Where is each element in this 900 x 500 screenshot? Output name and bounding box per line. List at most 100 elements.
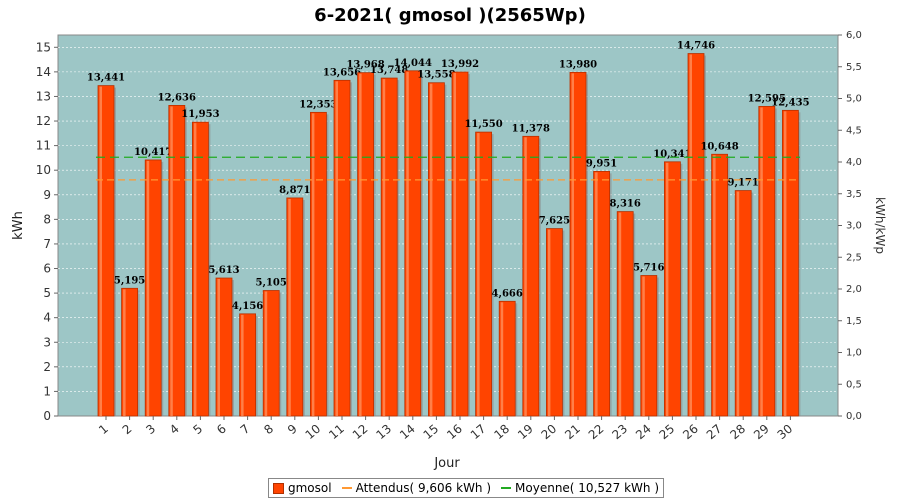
x-tick-label: 15 [421, 422, 442, 443]
bar-highlight [547, 229, 551, 416]
x-tick-label: 9 [285, 422, 300, 438]
y-right-tick-label: 5,0 [846, 94, 862, 105]
data-label-day-1: 13,441 [87, 73, 125, 84]
data-label-day-8: 5,105 [256, 278, 287, 289]
bar-highlight [760, 107, 763, 417]
x-tick-label: 17 [468, 422, 489, 443]
x-tick-label: 11 [326, 422, 347, 443]
bar-highlight [736, 191, 740, 416]
right-axis: 0,0 0,5 1,0 1,5 2,0 2,5 3,0 3,5 4,0 4,5 5,0 5,5 6,0 [838, 30, 862, 422]
x-tick-label: 5 [190, 422, 205, 438]
legend-label-attendus: Attendus( 9,606 kWh ) [355, 481, 492, 495]
x-tick-label: 20 [539, 422, 560, 443]
legend-item-moyenne: Moyenne( 10,527 kWh ) [501, 481, 659, 495]
bar-highlight [288, 198, 291, 416]
data-label-day-2: 5,195 [114, 275, 145, 286]
x-tick-label: 23 [609, 422, 630, 443]
chart-title: 6-2021( gmosol )(2565Wp) [314, 5, 586, 26]
bar-highlight [193, 123, 197, 416]
bar-highlight [453, 73, 456, 416]
y-right-tick-label: 1,0 [846, 348, 862, 359]
x-axis-label: Jour [433, 456, 460, 471]
y-tick-label: 2 [43, 360, 51, 374]
data-label-day-25: 10,341 [653, 149, 691, 160]
y-right-tick-label: 2,5 [846, 252, 862, 263]
data-label-day-27: 10,648 [700, 141, 738, 152]
data-label-day-9: 8,871 [279, 185, 310, 196]
x-tick-label: 26 [680, 422, 701, 443]
data-label-day-4: 12,636 [158, 92, 196, 103]
y-axis-right-label: kWh/kWp [873, 197, 887, 254]
bar-highlight [783, 111, 787, 417]
x-tick-label: 1 [96, 422, 111, 438]
y-tick-label: 7 [43, 237, 51, 251]
reference-lines [96, 156, 800, 181]
bar-highlight [146, 160, 150, 416]
x-tick-label: 10 [303, 422, 324, 443]
y-tick-label: 4 [43, 311, 51, 325]
x-tick-label: 16 [444, 422, 465, 443]
x-tick-label: 25 [657, 422, 678, 443]
data-label-day-16: 13,992 [441, 59, 479, 70]
y-tick-label: 14 [36, 65, 51, 79]
y-tick-label: 11 [36, 139, 51, 153]
x-tick-label: 21 [562, 422, 583, 443]
bar-highlight [524, 137, 527, 417]
y-right-tick-label: 1,5 [846, 316, 862, 327]
y-right-tick-label: 0,0 [846, 411, 862, 422]
y-right-tick-label: 0,5 [846, 379, 862, 390]
x-axis: 1 2 3 4 5 6 7 8 9 10 11 12 13 14 15 16 17 18 19 20 21 22 23 24 2… [96, 416, 795, 442]
x-tick-label: 24 [633, 422, 654, 443]
y-tick-label: 0 [43, 409, 51, 423]
y-right-tick-label: 3,0 [846, 221, 862, 232]
bar-highlight [713, 155, 716, 416]
y-tick-label: 12 [36, 114, 51, 128]
x-tick-label: 2 [120, 422, 135, 438]
data-label-day-26: 14,746 [677, 41, 715, 52]
data-label-day-30: 12,435 [771, 97, 809, 108]
data-label-day-15: 13,558 [417, 70, 455, 81]
data-label-day-17: 11,550 [464, 119, 502, 130]
y-tick-label: 8 [43, 212, 51, 226]
data-label-day-19: 11,378 [512, 123, 550, 134]
bars: 13,441 5,195 10,417 12,636 11,953 5,613 4,156 5… [87, 41, 810, 417]
x-tick-label: 30 [775, 422, 796, 443]
legend-swatch-attendus [341, 487, 352, 489]
bar-highlight [642, 276, 645, 416]
legend-swatch-gmosol [273, 482, 284, 494]
x-tick-label: 4 [167, 422, 182, 438]
bar-highlight [311, 113, 315, 417]
data-label-day-29: 12,595 [748, 93, 786, 104]
bar-highlight [500, 302, 504, 416]
x-tick-label: 28 [727, 422, 748, 443]
data-label-day-23: 8,316 [610, 199, 641, 210]
bar-highlight [429, 83, 433, 417]
x-tick-label: 14 [397, 422, 418, 443]
bar-highlight [477, 133, 480, 416]
x-tick-label: 22 [586, 422, 607, 443]
x-tick-label: 29 [751, 422, 772, 443]
bar-highlight [123, 289, 126, 416]
legend-item-attendus: Attendus( 9,606 kWh ) [341, 481, 492, 495]
legend-label-moyenne: Moyenne( 10,527 kWh ) [515, 481, 660, 495]
bar-highlight [217, 279, 220, 416]
data-label-day-6: 5,613 [208, 265, 239, 276]
data-label-day-11: 13,656 [323, 67, 361, 78]
bar-highlight [382, 79, 386, 416]
x-tick-label: 7 [238, 422, 253, 438]
y-tick-label: 5 [43, 286, 51, 300]
x-tick-label: 8 [261, 422, 276, 438]
y-tick-label: 13 [36, 89, 51, 103]
y-right-tick-label: 5,5 [846, 62, 862, 73]
bar-highlight [571, 73, 574, 416]
x-tick-label: 3 [143, 422, 158, 438]
data-label-day-5: 11,953 [181, 109, 219, 120]
data-label-day-21: 13,980 [559, 59, 597, 70]
bar-highlight [618, 212, 622, 416]
y-right-tick-label: 4,0 [846, 157, 862, 168]
bar-highlight [689, 54, 692, 416]
data-label-day-28: 9,171 [728, 178, 759, 189]
legend: gmosol Attendus( 9,606 kWh ) Moyenne( 10… [268, 478, 665, 498]
y-tick-label: 15 [36, 40, 51, 54]
